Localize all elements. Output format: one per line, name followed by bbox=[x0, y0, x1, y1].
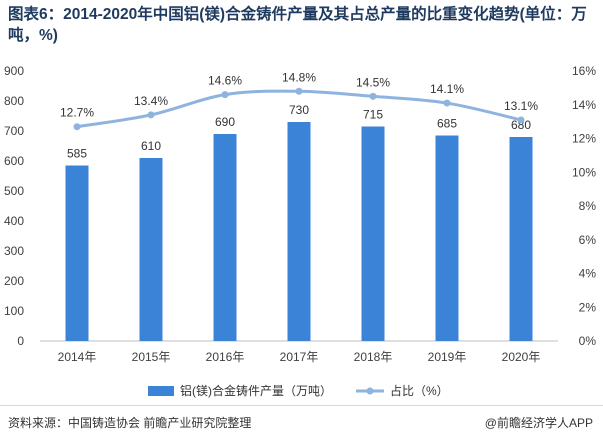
x-tick-label: 2015年 bbox=[132, 350, 171, 364]
y-right-tick-label: 6% bbox=[579, 233, 597, 247]
x-tick-label: 2016年 bbox=[206, 350, 245, 364]
bar-2019年 bbox=[435, 135, 459, 341]
bar-value-label: 730 bbox=[289, 103, 309, 117]
y-left-tick-label: 200 bbox=[4, 274, 24, 288]
share-value-label: 14.6% bbox=[208, 74, 242, 88]
y-left-tick-label: 100 bbox=[4, 304, 24, 318]
y-right-tick-label: 14% bbox=[572, 98, 596, 112]
chart-title: 图表6：2014-2020年中国铝(镁)合金铸件产量及其占总产量的比重变化趋势(… bbox=[8, 6, 587, 44]
x-tick-label: 2017年 bbox=[280, 350, 319, 364]
legend-bar-swatch bbox=[148, 386, 174, 396]
x-tick-label: 2014年 bbox=[58, 350, 97, 364]
share-value-label: 12.7% bbox=[60, 106, 94, 120]
x-tick-label: 2019年 bbox=[428, 350, 467, 364]
share-point-2016年 bbox=[221, 91, 229, 99]
bar-2017年 bbox=[287, 122, 311, 341]
y-right-tick-label: 8% bbox=[579, 199, 597, 213]
y-left-tick-label: 500 bbox=[4, 184, 24, 198]
share-value-label: 14.8% bbox=[282, 70, 316, 84]
y-right-tick-label: 0% bbox=[579, 334, 597, 348]
share-value-label: 13.4% bbox=[134, 94, 168, 108]
share-point-2015年 bbox=[147, 111, 155, 119]
y-right-tick-label: 10% bbox=[572, 165, 596, 179]
y-right-tick-label: 4% bbox=[579, 267, 597, 281]
source-note: 资料来源：中国铸造协会 前瞻产业研究院整理 bbox=[8, 416, 252, 430]
bar-2015年 bbox=[139, 158, 163, 341]
bar-2020年 bbox=[509, 137, 533, 341]
legend-line-label: 占比（%） bbox=[390, 383, 449, 398]
share-value-label: 14.5% bbox=[356, 75, 390, 89]
y-left-tick-label: 0 bbox=[17, 334, 24, 348]
bar-value-label: 685 bbox=[437, 117, 457, 131]
bar-2016年 bbox=[213, 134, 237, 341]
y-left-tick-label: 700 bbox=[4, 124, 24, 138]
share-value-label: 14.1% bbox=[430, 82, 464, 96]
y-right-tick-label: 16% bbox=[572, 64, 596, 78]
bar-value-label: 610 bbox=[141, 139, 161, 153]
y-left-tick-label: 400 bbox=[4, 214, 24, 228]
share-value-label: 13.1% bbox=[504, 99, 538, 113]
bar-value-label: 680 bbox=[511, 118, 531, 132]
share-point-2014年 bbox=[73, 123, 81, 131]
x-tick-label: 2018年 bbox=[354, 350, 393, 364]
bar-value-label: 690 bbox=[215, 115, 235, 129]
share-point-2018年 bbox=[369, 92, 377, 100]
y-left-tick-label: 300 bbox=[4, 244, 24, 258]
legend-line-marker bbox=[366, 387, 374, 395]
x-tick-label: 2020年 bbox=[502, 350, 541, 364]
y-left-tick-label: 800 bbox=[4, 94, 24, 108]
y-left-tick-label: 900 bbox=[4, 64, 24, 78]
brand-credit: @前瞻经济学人APP bbox=[484, 416, 593, 430]
share-point-2020年 bbox=[517, 116, 525, 124]
legend-bar-label: 铝(镁)合金铸件产量（万吨） bbox=[180, 383, 332, 398]
y-left-tick-label: 600 bbox=[4, 154, 24, 168]
share-point-2019年 bbox=[443, 99, 451, 107]
share-point-2017年 bbox=[295, 87, 303, 95]
bar-value-label: 585 bbox=[67, 147, 87, 161]
bar-value-label: 715 bbox=[363, 108, 383, 122]
bar-2014年 bbox=[65, 165, 89, 341]
y-right-tick-label: 12% bbox=[572, 132, 596, 146]
footer-divider bbox=[0, 405, 603, 406]
y-right-tick-label: 2% bbox=[579, 300, 597, 314]
bar-2018年 bbox=[361, 126, 385, 341]
